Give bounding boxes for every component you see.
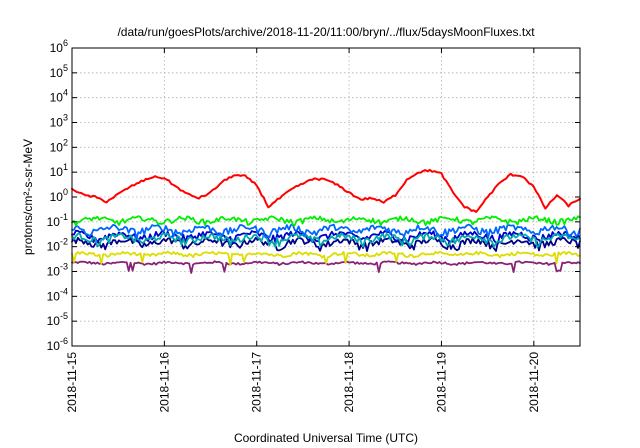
series-line [71,215,581,227]
x-tick-label: 2018-11-20 [527,352,541,413]
series-line [71,250,581,266]
y-tick-base: 10 [47,240,61,254]
y-tick-exponent: 2 [63,137,68,147]
y-tick-label: 10-6 [47,336,68,353]
y-tick-exponent: -1 [60,212,68,222]
y-tick-exponent: -2 [60,237,68,247]
y-tick-base: 10 [47,339,61,353]
y-tick-base: 10 [47,215,61,229]
y-tick-base: 10 [50,165,64,179]
y-tick-label: 105 [50,63,68,80]
x-tick-label: 2018-11-19 [434,352,448,413]
y-tick-label: 100 [50,187,68,204]
y-tick-base: 10 [50,140,64,154]
y-tick-base: 10 [47,265,61,279]
y-tick-label: 101 [50,162,68,179]
series-line [71,236,581,252]
y-tick-exponent: 6 [63,38,68,48]
y-tick-exponent: -3 [60,262,68,272]
y-tick-exponent: -4 [60,286,68,296]
y-axis-label: protons/cm²-s-sr-MeV [21,139,35,255]
y-tick-label: 102 [50,137,68,154]
y-tick-exponent: 4 [63,88,68,98]
x-axis-label: Coordinated Universal Time (UTC) [234,431,418,445]
y-tick-label: 10-3 [47,262,68,279]
y-tick-label: 106 [50,38,68,55]
x-tick-label: 2018-11-15 [65,352,79,413]
y-tick-label: 10-4 [47,286,68,303]
x-tick-label: 2018-11-18 [342,352,356,413]
y-tick-exponent: 1 [63,162,68,172]
y-tick-label: 104 [50,88,68,105]
y-tick-exponent: 5 [63,63,68,73]
series-line [71,223,581,240]
series-line [71,232,581,248]
x-axis: 2018-11-15 2018-11-16 2018-11-17 2018-11-18… [65,48,541,413]
y-tick-label: 103 [50,113,68,130]
y-axis: 10-610-510-410-310-210-11001011021031041… [47,38,580,353]
y-tick-exponent: 0 [63,187,68,197]
y-tick-exponent: 3 [63,113,68,123]
y-tick-exponent: -5 [60,311,68,321]
series-line-red [71,168,581,213]
y-tick-label: 10-2 [47,237,68,254]
y-tick-label: 10-1 [47,212,68,229]
y-tick-label: 10-5 [47,311,68,328]
grid [72,48,580,346]
chart-title: /data/run/goesPlots/archive/2018-11-20/1… [117,25,535,39]
series-line [71,229,581,245]
y-tick-base: 10 [47,314,61,328]
series-group [71,168,581,274]
y-tick-base: 10 [50,190,64,204]
y-tick-base: 10 [50,66,64,80]
x-tick-label: 2018-11-16 [157,352,171,413]
y-tick-base: 10 [47,289,61,303]
y-tick-exponent: -6 [60,336,68,346]
y-tick-base: 10 [50,116,64,130]
x-tick-label: 2018-11-17 [250,352,264,413]
y-tick-base: 10 [50,91,64,105]
y-tick-base: 10 [50,41,64,55]
